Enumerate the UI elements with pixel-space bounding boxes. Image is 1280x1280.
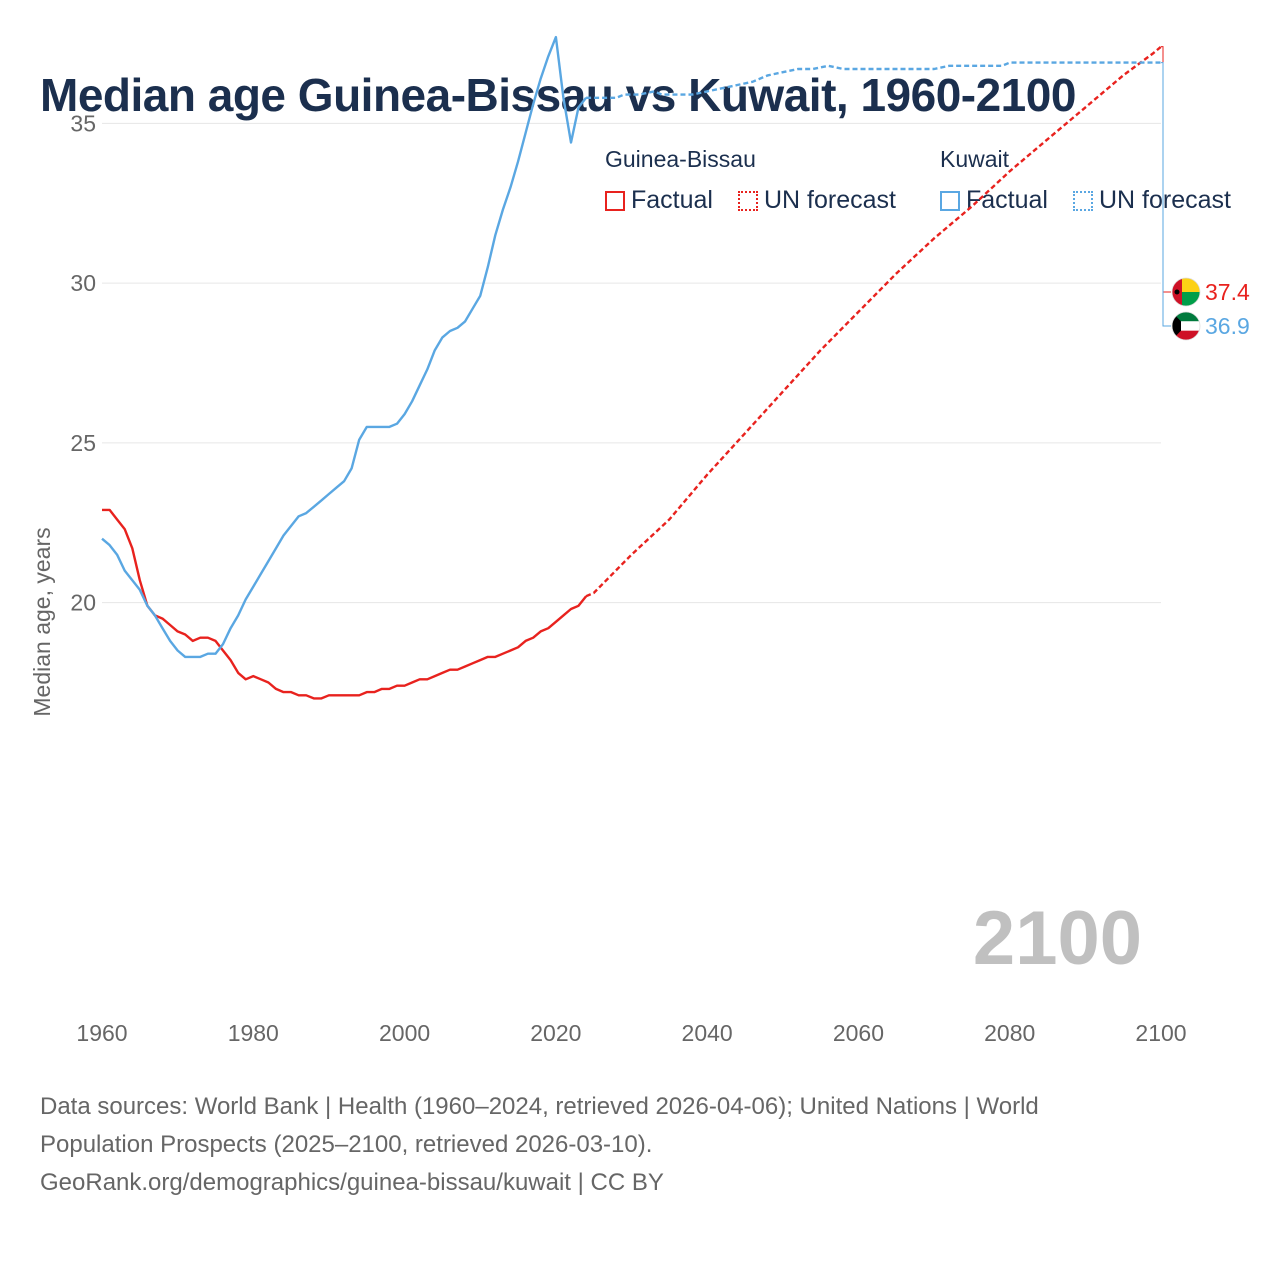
y-tick-label-35: 35 xyxy=(70,110,96,136)
chart-title: Median age Guinea-Bissau vs Kuwait, 1960… xyxy=(40,69,1076,121)
legend-swatch-guinea-bissau-forecast xyxy=(738,190,758,211)
legend-label-guinea-bissau-forecast: UN forecast xyxy=(764,186,896,214)
legend-swatch-kuwait-factual xyxy=(940,190,960,211)
flag-marker-kuwait xyxy=(1171,311,1201,341)
flag-marker-guinea-bissau xyxy=(1171,277,1201,307)
footer-line-3: GeoRank.org/demographics/guinea-bissau/k… xyxy=(40,1169,664,1196)
legend-kuwait-factual[interactable]: Factual xyxy=(940,186,1048,215)
x-tick-label-1980: 1980 xyxy=(228,1020,279,1046)
end-label-connector-kuwait xyxy=(1161,62,1171,327)
y-tick-label-20: 20 xyxy=(70,590,96,616)
series-line-guinea-bissau-factual xyxy=(102,508,588,700)
x-tick-label-2040: 2040 xyxy=(682,1020,733,1046)
legend-label-kuwait-factual: Factual xyxy=(966,186,1048,214)
legend-guinea-bissau-factual[interactable]: Factual xyxy=(605,186,713,215)
footer-sources: Data sources: World Bank | Health (1960–… xyxy=(40,1088,1220,1202)
legend-guinea-bissau-forecast[interactable]: UN forecast xyxy=(738,186,896,215)
legend-title-kuwait: Kuwait xyxy=(940,146,1010,172)
x-tick-label-2100: 2100 xyxy=(1135,1020,1186,1046)
end-value-label-kuwait: 36.9 xyxy=(1205,313,1250,339)
footer-line-2: Population Prospects (2025–2100, retriev… xyxy=(40,1131,653,1158)
legend-kuwait-forecast[interactable]: UN forecast xyxy=(1073,186,1231,215)
year-watermark: 2100 xyxy=(972,896,1142,981)
legend-label-kuwait-forecast: UN forecast xyxy=(1099,186,1231,214)
end-value-label-guinea-bissau: 37.4 xyxy=(1205,279,1250,305)
x-tick-label-2080: 2080 xyxy=(984,1020,1035,1046)
legend-swatch-guinea-bissau-factual xyxy=(605,190,625,211)
footer-line-1: Data sources: World Bank | Health (1960–… xyxy=(40,1093,1039,1120)
x-tick-label-1960: 1960 xyxy=(76,1020,127,1046)
y-tick-label-30: 30 xyxy=(70,270,96,296)
series-line-kuwait-factual xyxy=(101,35,588,659)
series-line-kuwait-forecast xyxy=(586,61,1161,99)
series-line-guinea-bissau-forecast xyxy=(585,45,1162,598)
x-tick-label-2060: 2060 xyxy=(833,1020,884,1046)
legend-title-guinea-bissau: Guinea-Bissau xyxy=(605,146,756,172)
legend-swatch-kuwait-forecast xyxy=(1073,190,1093,211)
x-tick-label-2000: 2000 xyxy=(379,1020,430,1046)
y-tick-label-25: 25 xyxy=(70,430,96,456)
legend-label-guinea-bissau-factual: Factual xyxy=(631,186,713,214)
y-axis-title: Median age, years xyxy=(29,527,55,716)
x-tick-label-2020: 2020 xyxy=(530,1020,581,1046)
